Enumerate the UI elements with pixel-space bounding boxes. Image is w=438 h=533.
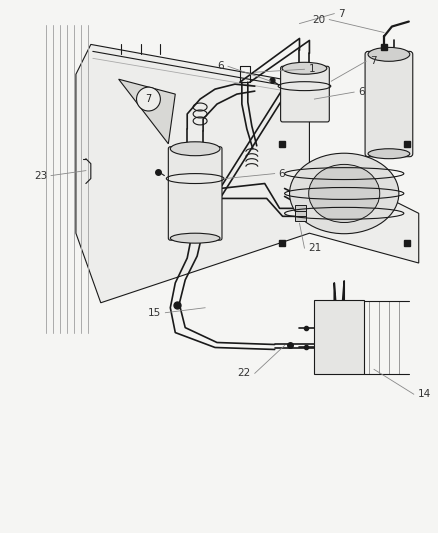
Text: 21: 21 [308,243,321,253]
Text: 23: 23 [34,171,47,181]
Text: 6: 6 [217,61,223,71]
Text: 7: 7 [369,56,376,66]
Ellipse shape [170,233,219,243]
FancyBboxPatch shape [280,66,328,122]
Ellipse shape [289,153,398,233]
Ellipse shape [170,142,219,156]
Text: 20: 20 [311,14,325,25]
Polygon shape [76,44,418,303]
Bar [294,205,306,212]
FancyBboxPatch shape [364,51,412,157]
Ellipse shape [367,47,409,61]
FancyBboxPatch shape [168,147,222,240]
Circle shape [136,87,160,111]
Text: 1: 1 [308,64,314,74]
Text: 22: 22 [237,368,250,378]
Ellipse shape [367,149,409,159]
Bar [294,211,306,216]
Text: 15: 15 [148,308,161,318]
Text: 6: 6 [278,168,285,179]
Text: 14: 14 [417,389,430,399]
Text: 7: 7 [337,9,344,19]
Polygon shape [118,79,175,144]
Ellipse shape [308,164,379,223]
Bar [314,300,363,374]
Text: 6: 6 [357,87,364,97]
Bar [294,215,306,221]
Ellipse shape [282,62,326,74]
Text: 7: 7 [145,94,151,104]
